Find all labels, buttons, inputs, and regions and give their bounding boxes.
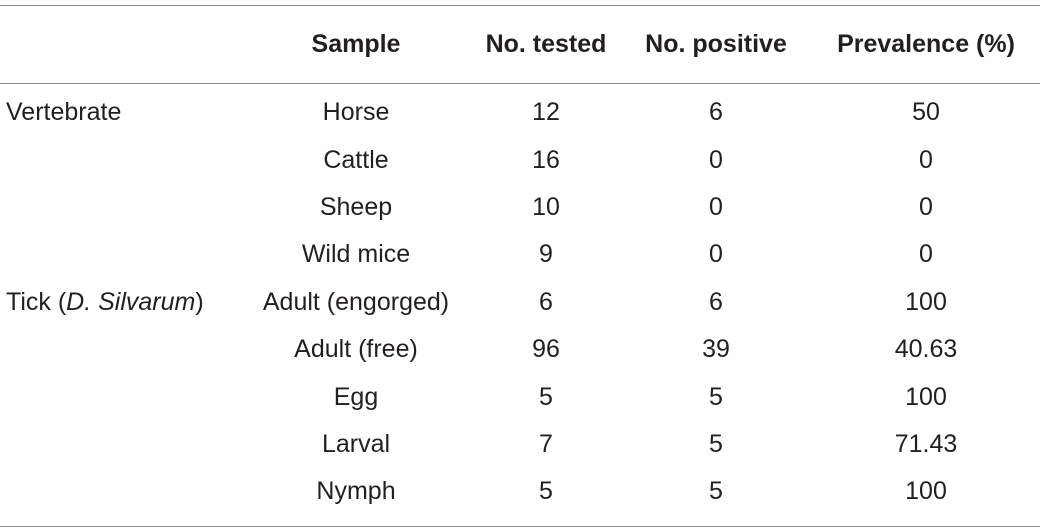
positive-cell: 0 — [709, 240, 723, 269]
table-row: Tick (D. Silvarum) Adult (engorged) 6 6 … — [0, 279, 1040, 326]
positive-cell: 6 — [709, 287, 723, 316]
positive-cell: 6 — [709, 98, 723, 127]
group-cell — [0, 231, 240, 278]
positive-cell: 5 — [709, 382, 723, 411]
prevalence-cell: 100 — [905, 382, 947, 411]
prevalence-cell: 100 — [905, 477, 947, 506]
group-cell — [0, 373, 240, 420]
group-cell — [0, 421, 240, 468]
tested-cell: 10 — [532, 192, 560, 221]
group-cell: Tick (D. Silvarum) — [0, 279, 240, 326]
group-cell — [0, 184, 240, 231]
group-cell: Vertebrate — [6, 98, 122, 127]
group-cell — [0, 326, 240, 373]
table-top-rule — [0, 5, 1040, 6]
table-row: Wild mice 9 0 0 — [0, 231, 1040, 278]
tested-cell: 16 — [532, 145, 560, 174]
prevalence-cell: 50 — [912, 98, 940, 127]
prevalence-cell: 71.43 — [894, 429, 958, 458]
tested-cell: 5 — [539, 382, 553, 411]
group-cell — [0, 468, 240, 515]
sample-cell: Sheep — [319, 192, 393, 221]
table-row: Cattle 16 0 0 — [0, 136, 1040, 183]
table-row: Adult (free) 96 39 40.63 — [0, 326, 1040, 373]
tested-cell: 96 — [532, 335, 560, 364]
positive-cell: 5 — [709, 429, 723, 458]
positive-cell: 39 — [702, 335, 730, 364]
header-row: Sample No. tested No. positive Prevalenc… — [0, 6, 1040, 83]
header-no-positive: No. positive — [645, 30, 787, 58]
positive-cell: 0 — [709, 192, 723, 221]
prevalence-cell: 40.63 — [894, 335, 958, 364]
tested-cell: 7 — [539, 429, 553, 458]
sample-cell: Adult (free) — [294, 335, 418, 364]
header-group — [0, 6, 240, 83]
table-body: Vertebrate Horse 12 6 50 Cattle 16 0 0 S… — [0, 83, 1040, 516]
species-name: D. Silvarum — [66, 287, 196, 316]
header-sample: Sample — [311, 30, 401, 58]
sample-cell: Cattle — [323, 145, 389, 174]
tested-cell: 9 — [539, 240, 553, 269]
positive-cell: 0 — [709, 145, 723, 174]
table-row: Vertebrate Horse 12 6 50 — [0, 83, 1040, 136]
table-row: Egg 5 5 100 — [0, 373, 1040, 420]
table-row: Nymph 5 5 100 — [0, 468, 1040, 515]
prevalence-table: Sample No. tested No. positive Prevalenc… — [0, 6, 1040, 516]
tested-cell: 12 — [532, 98, 560, 127]
positive-cell: 5 — [709, 477, 723, 506]
sample-cell: Horse — [322, 98, 390, 127]
table-row: Sheep 10 0 0 — [0, 184, 1040, 231]
table-header-rule — [0, 83, 1040, 84]
header-prevalence: Prevalence (%) — [837, 30, 1015, 58]
header-no-tested: No. tested — [485, 30, 607, 58]
prevalence-cell: 0 — [919, 145, 933, 174]
table-bottom-rule — [0, 526, 1040, 527]
table-row: Larval 7 5 71.43 — [0, 421, 1040, 468]
tested-cell: 5 — [539, 477, 553, 506]
group-suffix: ) — [195, 287, 204, 316]
group-cell — [0, 136, 240, 183]
group-prefix: Tick ( — [6, 287, 67, 316]
table-header: Sample No. tested No. positive Prevalenc… — [0, 6, 1040, 83]
sample-cell: Larval — [321, 429, 391, 458]
sample-cell: Nymph — [316, 477, 396, 506]
prevalence-cell: 100 — [905, 287, 947, 316]
prevalence-cell: 0 — [919, 240, 933, 269]
sample-cell: Wild mice — [301, 240, 411, 269]
tested-cell: 6 — [539, 287, 553, 316]
prevalence-cell: 0 — [919, 192, 933, 221]
sample-cell: Egg — [333, 382, 379, 411]
sample-cell: Adult (engorged) — [262, 287, 450, 316]
